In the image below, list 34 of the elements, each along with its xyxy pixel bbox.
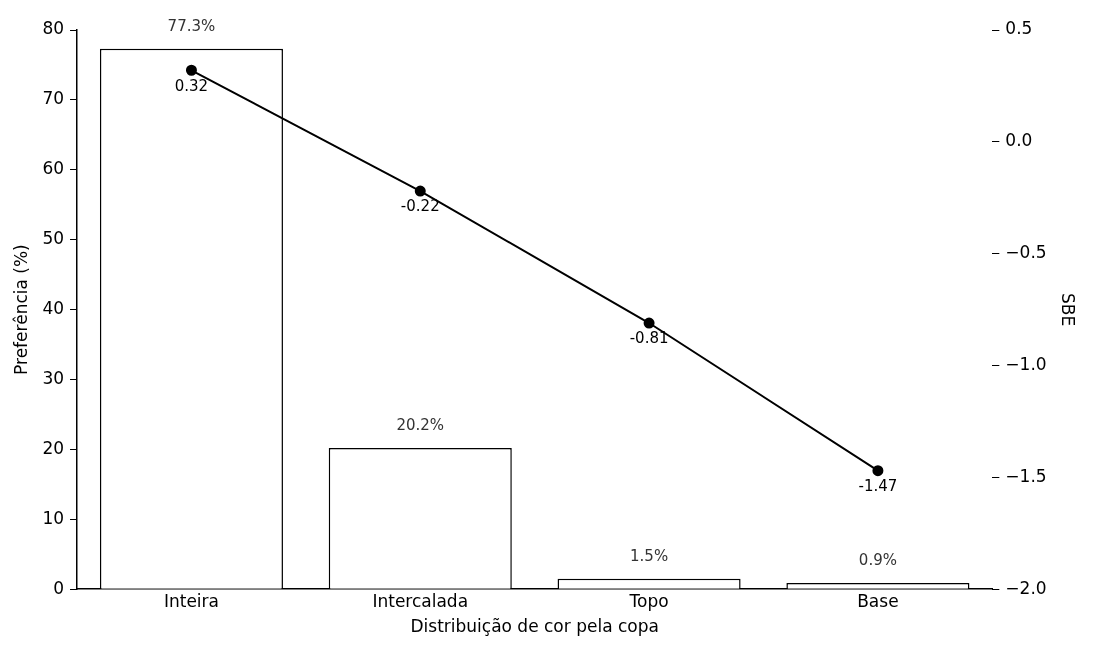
- y-tick-label: 50: [42, 228, 65, 249]
- y2-tick-label: 0.0: [1005, 130, 1033, 151]
- y2-axis-title: SBE: [1058, 293, 1079, 327]
- y-tick-label: 70: [42, 88, 65, 109]
- y2-tick-label: −1.5: [1005, 465, 1047, 486]
- data-label: 0.9%: [858, 551, 897, 570]
- x-axis-title: Distribuição de cor pela copa: [410, 616, 659, 637]
- y-tick-label: 80: [42, 18, 65, 39]
- y-tick-label: 30: [42, 367, 65, 388]
- data-label: 77.3%: [167, 17, 216, 36]
- y-axis-title: Preferência (%): [10, 244, 31, 375]
- data-label: 1.5%: [630, 547, 669, 566]
- data-label: -0.81: [629, 329, 669, 348]
- point: [185, 64, 197, 76]
- point: [872, 465, 884, 477]
- y2-tick-label: −0.5: [1005, 242, 1047, 263]
- y-tick-label: 0: [53, 577, 65, 598]
- y-tick-label: 40: [42, 298, 65, 319]
- x-tick-label: Intercalada: [372, 590, 469, 611]
- data-label: 20.2%: [396, 416, 445, 435]
- x-tick-label: Inteira: [163, 590, 219, 611]
- x-tick-label: Topo: [628, 590, 669, 611]
- x-tick-label: Base: [857, 590, 899, 611]
- point: [643, 317, 655, 329]
- y-tick-label: 20: [42, 437, 65, 458]
- y-tick-label: 60: [42, 158, 65, 179]
- data-label: 0.32: [174, 76, 209, 95]
- data-label: -0.22: [400, 197, 440, 216]
- y2-tick-label: −1.0: [1005, 353, 1047, 374]
- y2-tick-label: −2.0: [1005, 577, 1047, 598]
- y-tick-label: 10: [42, 507, 65, 528]
- y2-tick-label: 0.5: [1005, 18, 1033, 39]
- point: [414, 185, 426, 197]
- data-label: -1.47: [858, 477, 898, 496]
